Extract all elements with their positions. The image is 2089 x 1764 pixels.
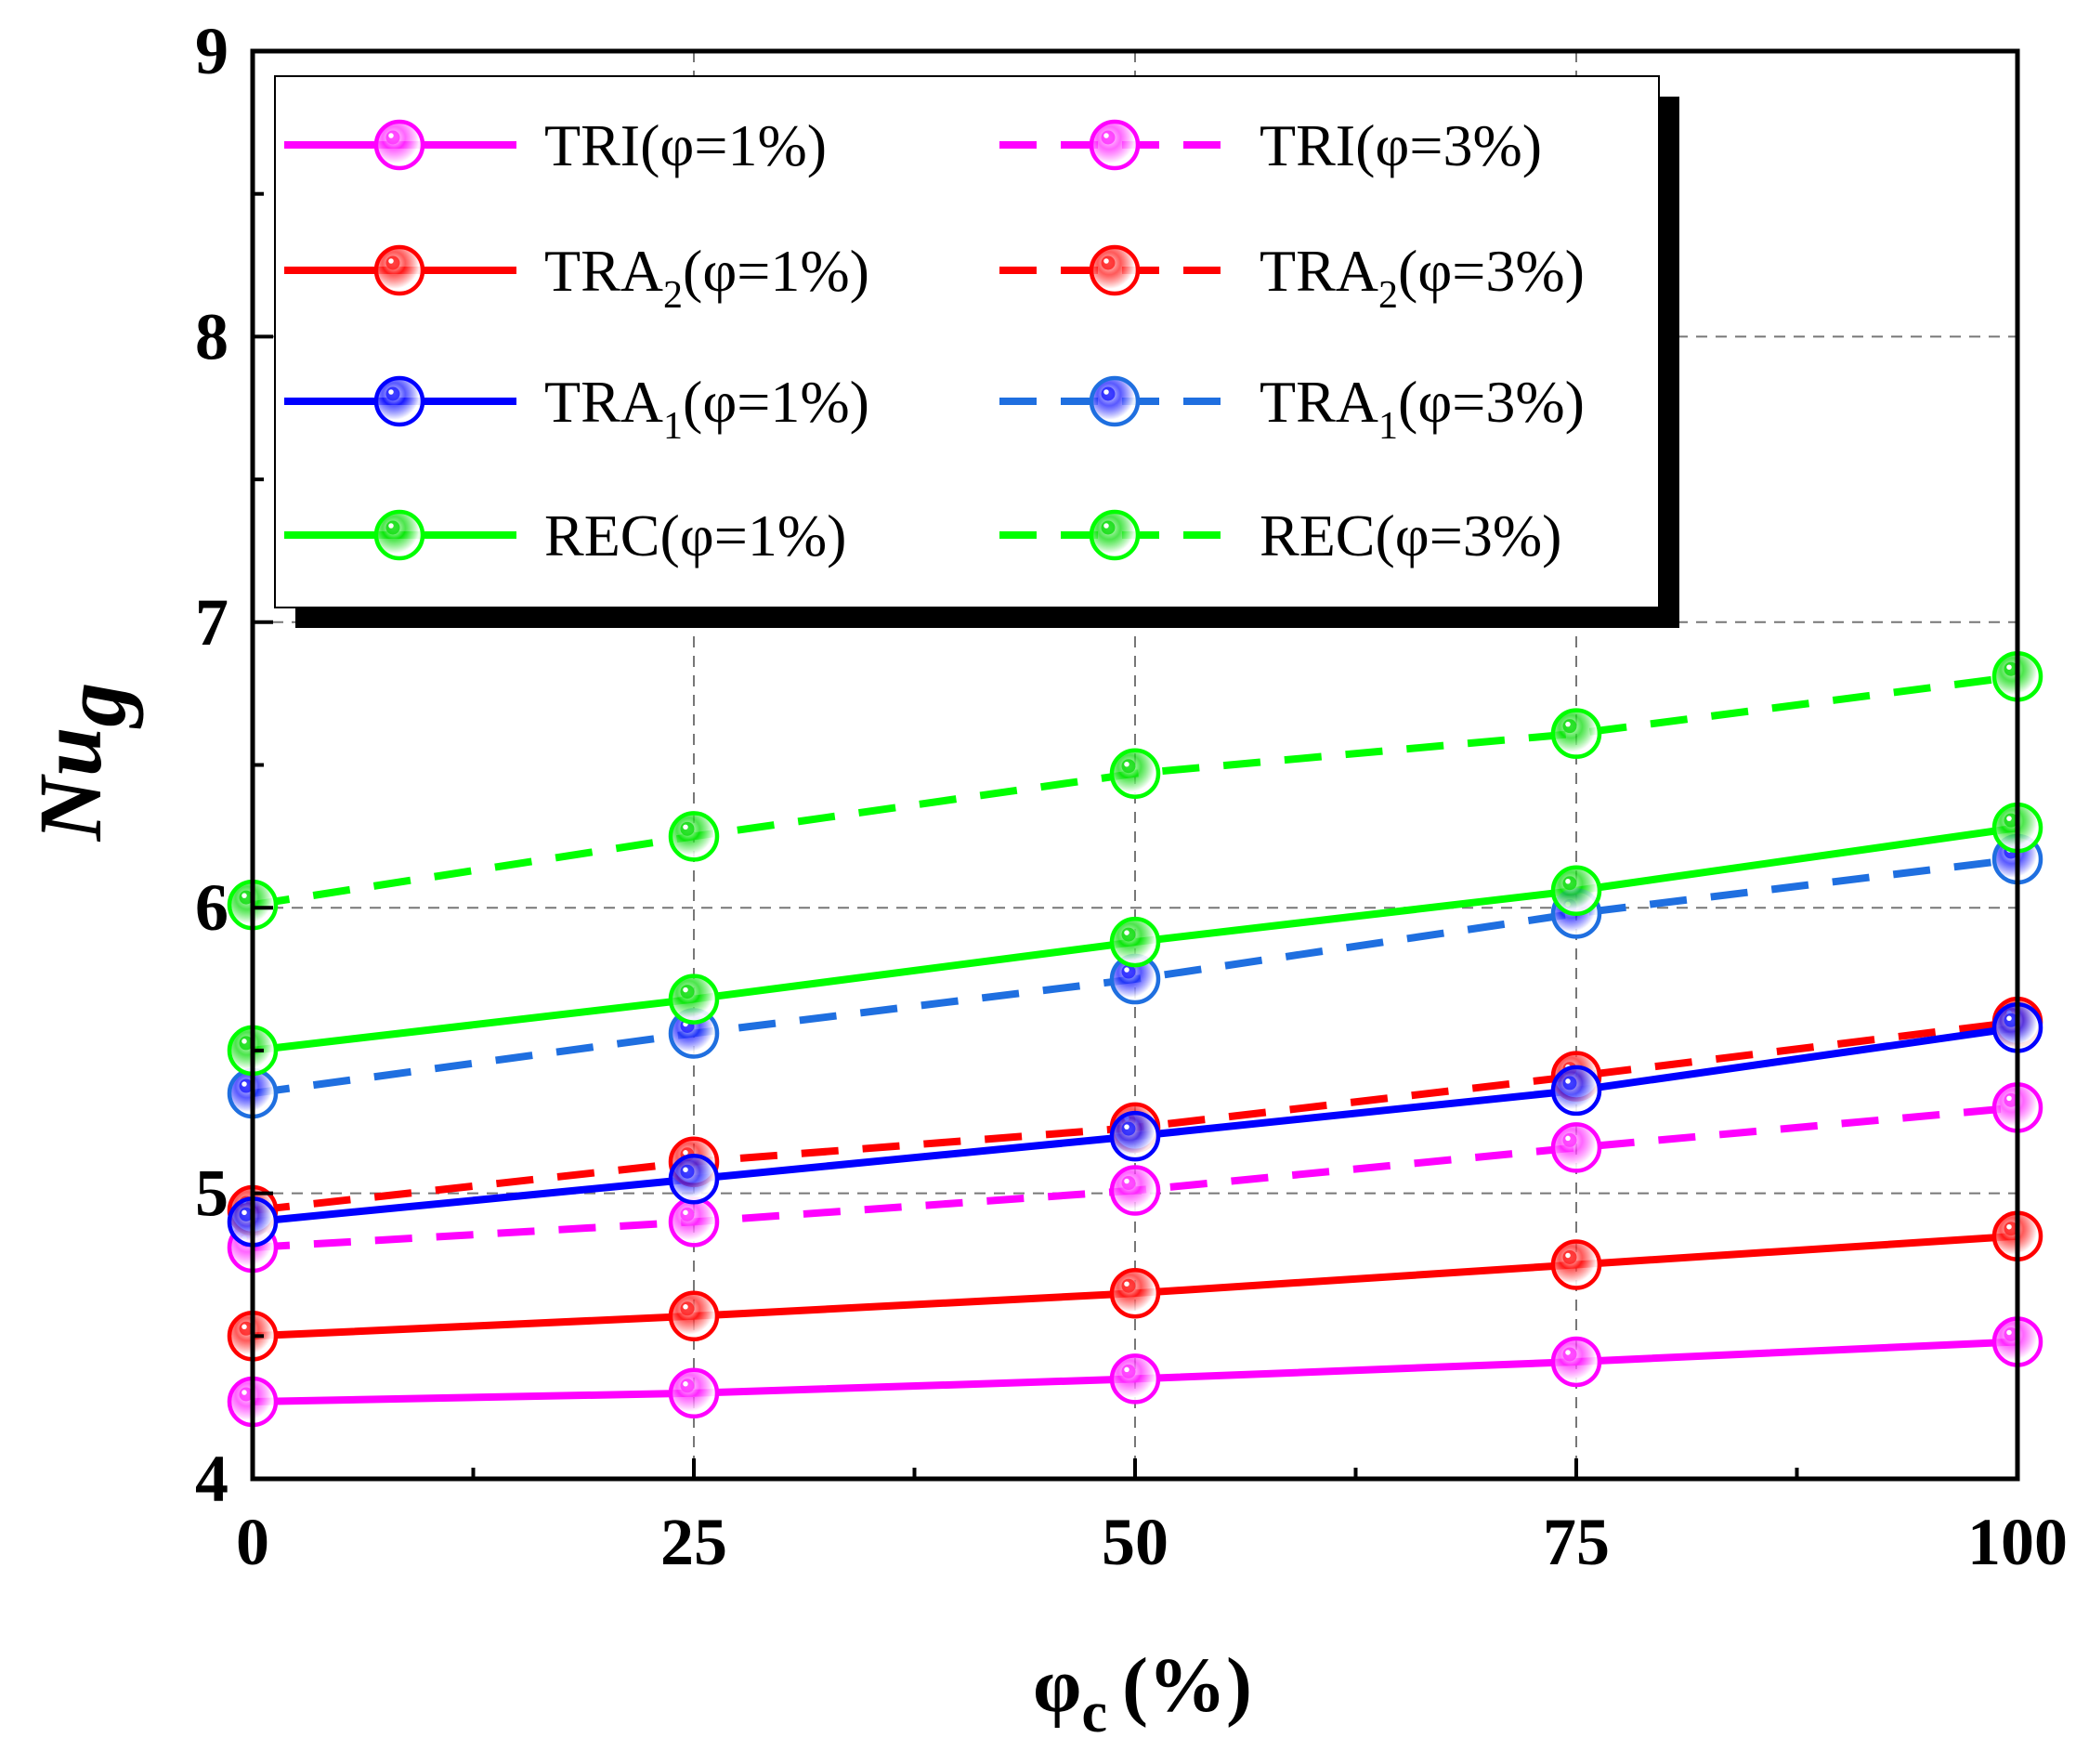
data-point-7-2 — [1109, 748, 1161, 799]
legend-marker — [1089, 244, 1141, 296]
data-point-0-3 — [1550, 1336, 1602, 1388]
legend-box — [274, 75, 1660, 608]
legend-item-1: TRI(φ=3%) — [999, 112, 1542, 178]
data-point-4-2 — [1109, 1110, 1161, 1162]
legend-label-prefix: REC — [1260, 503, 1375, 568]
legend-label-sub: 1 — [663, 405, 683, 448]
data-point-1-2 — [1109, 1165, 1161, 1216]
data-point-4-3 — [1550, 1065, 1602, 1117]
data-point-7-3 — [1550, 708, 1602, 759]
legend-label-suffix: (φ=3%) — [1398, 238, 1585, 304]
axes: 0 25 50 75 100 4 5 6 7 8 9 — [195, 14, 2068, 1579]
legend-label-suffix: (φ=1%) — [683, 238, 869, 304]
data-point-5-2 — [1109, 953, 1161, 1005]
legend-marker — [373, 244, 425, 296]
y-axis-title-main: Nu — [20, 727, 120, 843]
legend-label-prefix: TRA — [1260, 238, 1378, 304]
legend-label-prefix: TRI — [544, 112, 640, 178]
x-axis-title-sub: c — [1081, 1681, 1107, 1744]
legend: TRI(φ=1%)TRA2(φ=1%)TRA1(φ=1%)REC(φ=1%)TR… — [274, 75, 1679, 628]
data-point-1-1 — [668, 1196, 720, 1248]
legend-marker — [373, 509, 425, 561]
legend-label-prefix: REC — [544, 503, 659, 568]
legend-label-prefix: TRA — [544, 369, 663, 435]
data-point-7-1 — [668, 811, 720, 862]
x-tick-label: 50 — [1102, 1505, 1169, 1579]
legend-item-6: REC(φ=1%) — [284, 503, 846, 568]
x-axis-title: φc (%) — [1033, 1642, 1252, 1744]
x-tick-label: 25 — [660, 1505, 727, 1579]
legend-marker — [1089, 119, 1141, 171]
legend-marker — [1089, 509, 1141, 561]
legend-item-7: REC(φ=3%) — [999, 503, 1561, 568]
legend-label: TRA2(φ=3%) — [1260, 238, 1585, 317]
legend-label-sub: 2 — [663, 274, 683, 317]
x-axis-title-unit: (%) — [1122, 1642, 1252, 1729]
series-markers — [227, 650, 2043, 1428]
legend-label-suffix: (φ=1%) — [659, 503, 846, 568]
y-tick-label: 7 — [195, 585, 228, 660]
legend-label: TRI(φ=3%) — [1260, 112, 1542, 178]
data-point-2-3 — [1550, 1239, 1602, 1290]
x-axis-title-main: φ — [1033, 1642, 1081, 1729]
legend-label: TRI(φ=1%) — [544, 112, 827, 178]
legend-item-0: TRI(φ=1%) — [284, 112, 827, 178]
data-point-6-1 — [668, 973, 720, 1025]
data-point-0-1 — [668, 1367, 720, 1419]
legend-label-sub: 1 — [1378, 405, 1398, 448]
x-tick-label: 0 — [236, 1505, 269, 1579]
data-point-6-3 — [1550, 865, 1602, 917]
x-tick-label: 100 — [1967, 1505, 2068, 1579]
legend-label-suffix: (φ=3%) — [1398, 369, 1585, 435]
legend-label: TRA1(φ=1%) — [544, 369, 869, 448]
data-point-0-2 — [1109, 1353, 1161, 1405]
y-tick-label: 8 — [195, 299, 228, 373]
data-point-2-2 — [1109, 1267, 1161, 1319]
legend-label-sub: 2 — [1378, 274, 1398, 317]
legend-label-suffix: (φ=1%) — [683, 369, 869, 435]
legend-label: TRA2(φ=1%) — [544, 238, 869, 317]
data-point-6-2 — [1109, 916, 1161, 968]
data-point-4-1 — [668, 1153, 720, 1205]
x-tick-label: 75 — [1543, 1505, 1610, 1579]
axis-titles: φc (%) Nug — [20, 683, 1252, 1744]
legend-item-5: TRA1(φ=3%) — [999, 369, 1585, 448]
y-tick-label: 5 — [195, 1156, 228, 1231]
y-tick-label: 6 — [195, 870, 228, 945]
legend-marker — [1089, 375, 1141, 427]
y-tick-label: 4 — [195, 1442, 228, 1516]
legend-label-suffix: (φ=3%) — [1375, 503, 1561, 568]
y-axis-title: Nug — [20, 683, 144, 843]
legend-marker — [373, 119, 425, 171]
legend-marker — [373, 375, 425, 427]
legend-label-prefix: TRI — [1260, 112, 1355, 178]
legend-label-suffix: (φ=1%) — [640, 112, 827, 178]
legend-label: REC(φ=3%) — [1260, 503, 1561, 568]
data-point-2-1 — [668, 1290, 720, 1342]
legend-label-suffix: (φ=3%) — [1355, 112, 1542, 178]
y-tick-label: 9 — [195, 14, 228, 88]
legend-item-3: TRA2(φ=3%) — [999, 238, 1585, 317]
legend-label-prefix: TRA — [1260, 369, 1378, 435]
legend-label-prefix: TRA — [544, 238, 663, 304]
legend-item-4: TRA1(φ=1%) — [284, 369, 869, 448]
legend-label: REC(φ=1%) — [544, 503, 846, 568]
data-point-1-3 — [1550, 1122, 1602, 1173]
y-axis-title-sub: g — [45, 683, 144, 729]
legend-item-2: TRA2(φ=1%) — [284, 238, 869, 317]
legend-label: TRA1(φ=3%) — [1260, 369, 1585, 448]
